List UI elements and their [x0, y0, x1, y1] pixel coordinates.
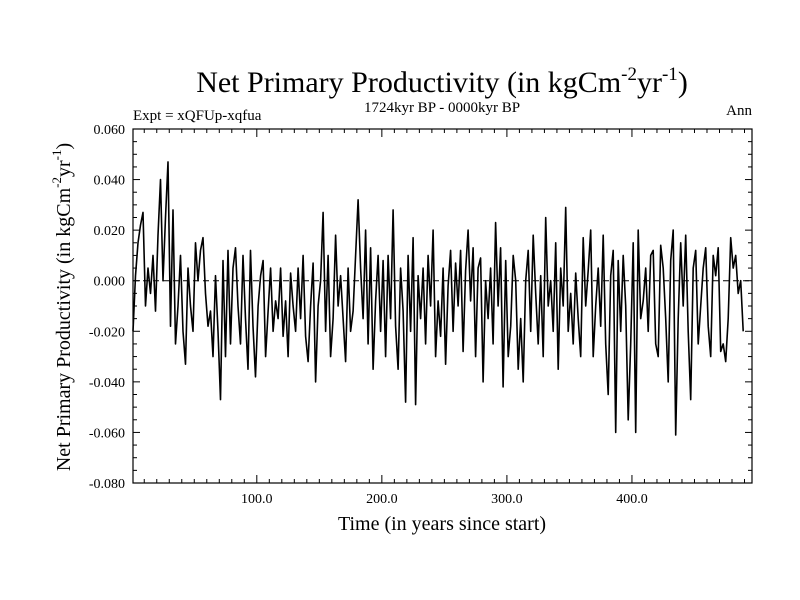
chart-title: Net Primary Productivity (in kgCm-2yr-1) — [196, 64, 688, 99]
x-tick-label: 300.0 — [491, 492, 523, 507]
y-tick-label: -0.020 — [89, 325, 125, 340]
y-axis-ticks: -0.080 -0.060 -0.040 -0.020 0.000 0.020 0.040 0… — [89, 123, 752, 492]
y-tick-label: 0.000 — [94, 275, 126, 290]
y-tick-label: 0.060 — [94, 123, 126, 138]
y-tick-label: -0.080 — [89, 477, 125, 492]
npp-series-line — [132, 161, 744, 436]
y-tick-label: -0.040 — [89, 376, 125, 391]
x-tick-label: 400.0 — [616, 492, 648, 507]
y-tick-label: 0.020 — [94, 224, 126, 239]
x-tick-label: 100.0 — [241, 492, 273, 507]
y-tick-label: 0.040 — [94, 174, 126, 189]
x-axis-label: Time (in years since start) — [338, 513, 546, 535]
y-tick-label: -0.060 — [89, 426, 125, 441]
experiment-label: Expt = xQFUp-xqfua — [133, 108, 262, 124]
time-range-label: 1724kyr BP - 0000kyr BP — [364, 100, 520, 116]
x-axis-ticks: 100.0 200.0 300.0 400.0 — [143, 129, 745, 507]
x-tick-label: 200.0 — [366, 492, 398, 507]
y-axis-label: Net Primary Productivity (in kgCm-2yr-1) — [49, 143, 75, 471]
season-label: Ann — [726, 103, 752, 119]
